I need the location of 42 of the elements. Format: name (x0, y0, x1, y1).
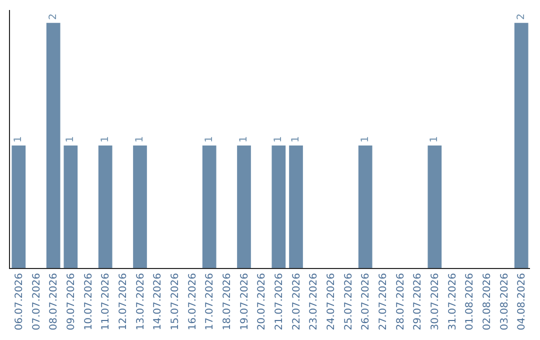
data-label: 1 (65, 136, 76, 142)
data-label: 1 (290, 136, 302, 142)
x-tick-label: 31.07.2026 (447, 273, 458, 330)
x-tick-label: 08.07.2026 (48, 273, 60, 330)
x-tick-label: 30.07.2026 (430, 273, 441, 330)
x-tick-label: 07.07.2026 (31, 273, 42, 330)
data-label: 2 (516, 14, 527, 20)
x-tick-label: 23.07.2026 (308, 273, 320, 330)
x-tick-label: 14.07.2026 (152, 273, 164, 330)
data-label: 1 (429, 136, 440, 142)
x-tick-label: 24.07.2026 (326, 273, 337, 330)
x-tick-label: 02.08.2026 (482, 273, 493, 330)
x-tick-label: 28.07.2026 (395, 273, 406, 330)
x-tick-label: 15.07.2026 (170, 273, 181, 330)
data-label: 1 (273, 136, 284, 142)
data-label: 2 (48, 14, 59, 20)
x-tick-label: 25.07.2026 (343, 273, 354, 330)
x-tick-label: 09.07.2026 (66, 273, 77, 330)
x-tick-label: 21.07.2026 (274, 273, 285, 330)
x-tick-label: 10.07.2026 (83, 273, 94, 330)
x-tick-label: 26.07.2026 (360, 273, 372, 330)
x-tick-label: 22.07.2026 (291, 273, 302, 330)
x-tick-label: 18.07.2026 (222, 273, 233, 330)
data-label: 1 (360, 136, 371, 142)
x-tick-label: 29.07.2026 (412, 273, 424, 330)
x-tick-label: 04.08.2026 (516, 273, 528, 330)
x-tick-label: 03.08.2026 (499, 273, 510, 330)
x-tick-label: 01.08.2026 (464, 273, 476, 330)
data-label: 1 (100, 136, 111, 142)
x-tick-label: 06.07.2026 (14, 273, 25, 330)
data-label: 1 (204, 136, 215, 142)
x-tick-label: 20.07.2026 (256, 273, 268, 330)
x-tick-label: 13.07.2026 (135, 273, 146, 330)
x-tick-label: 19.07.2026 (239, 273, 250, 330)
x-tick-label: 12.07.2026 (118, 273, 129, 330)
x-tick-label: 11.07.2026 (100, 273, 112, 330)
data-label: 1 (13, 136, 24, 142)
data-label: 1 (238, 136, 250, 142)
x-tick-label: 27.07.2026 (378, 273, 389, 330)
x-tick-label: 16.07.2026 (187, 273, 198, 330)
x-tick-label: 17.07.2026 (204, 273, 216, 330)
data-label: 1 (134, 136, 146, 142)
